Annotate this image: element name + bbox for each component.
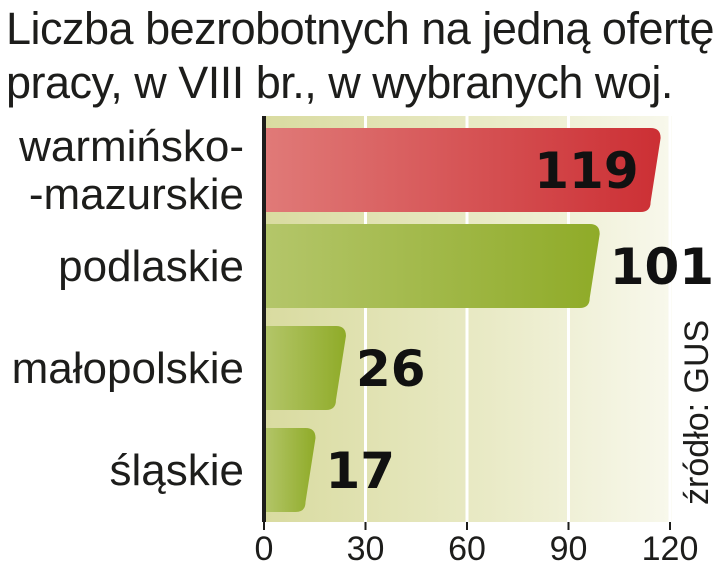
source-label: źródło: GUS	[678, 320, 716, 505]
category-label-0-0: warmińsko-	[18, 122, 244, 171]
bar-0[interactable]	[264, 128, 661, 212]
category-label-2-0: małopolskie	[12, 344, 244, 393]
value-label-3: 17	[326, 442, 396, 500]
chart-title-line-1: Liczba bezrobotnych na jedną ofertę	[6, 3, 715, 54]
category-label-3-0: śląskie	[110, 446, 245, 495]
tick-label-120: 120	[642, 530, 699, 564]
tick-label-90: 90	[550, 530, 588, 564]
bar-2[interactable]	[264, 326, 346, 410]
category-label-1-0: podlaskie	[58, 242, 244, 291]
chart-title-line-2: pracy, w VIII br., w wybranych woj.	[6, 57, 673, 108]
tick-label-0: 0	[255, 530, 274, 564]
tick-label-30: 30	[347, 530, 385, 564]
value-label-2: 26	[356, 340, 426, 398]
bar-1[interactable]	[264, 224, 600, 308]
value-label-0: 119	[534, 142, 638, 200]
tick-label-60: 60	[448, 530, 486, 564]
category-label-0-1: -mazurskie	[29, 170, 244, 219]
chart-title: Liczba bezrobotnych na jedną ofertę prac…	[6, 2, 718, 110]
bar-3[interactable]	[264, 428, 316, 512]
value-label-1: 101	[610, 238, 714, 296]
